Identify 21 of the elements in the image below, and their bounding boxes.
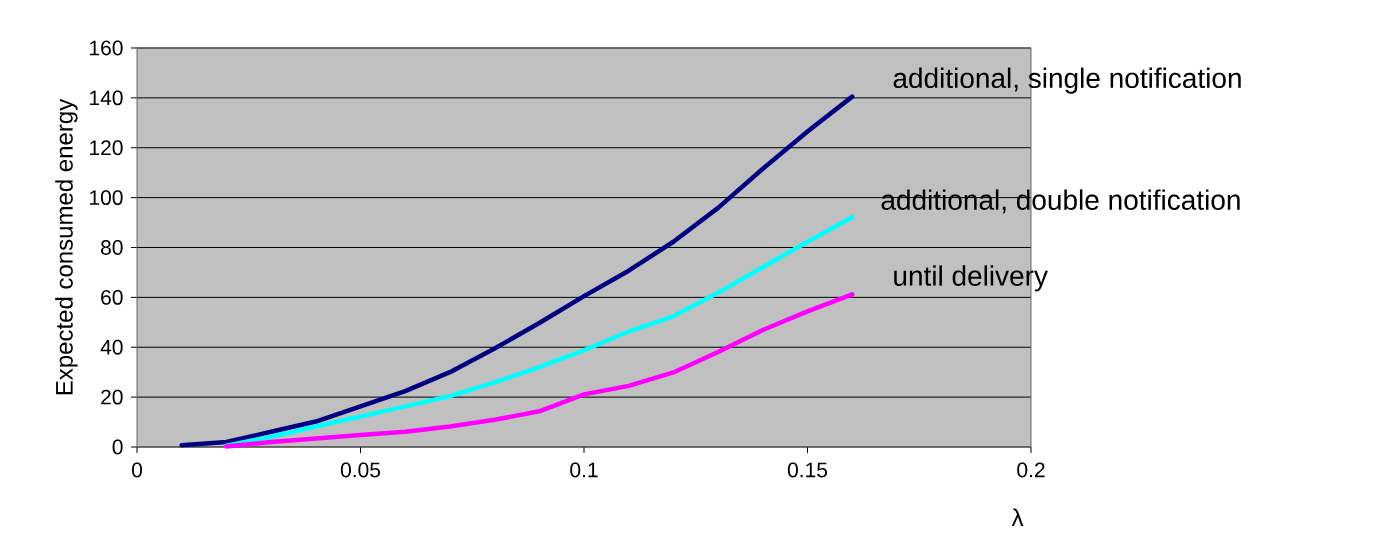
x-tick-label: 0 (131, 462, 143, 478)
y-tick-label: 80 (101, 240, 123, 255)
y-tick-label: 20 (101, 389, 123, 405)
y-tick-label: 160 (90, 40, 123, 56)
y-tick-label: 0 (112, 439, 123, 455)
x-tick-label: 0.1 (570, 462, 598, 478)
y-tick-label: 60 (101, 289, 123, 305)
y-tick-label: 120 (90, 140, 123, 156)
series-label: until delivery (894, 265, 1048, 292)
line-series (224, 292, 855, 449)
line-series (179, 94, 855, 448)
y-tick-label: 40 (100, 339, 123, 355)
x-tick-label: 0.15 (787, 462, 828, 478)
x-tick-label: 0.2 (1017, 462, 1045, 478)
y-axis-title: Expected consumed energy (55, 98, 78, 395)
line-series (224, 215, 855, 448)
series-label: additional, single notification (893, 67, 1241, 94)
x-axis-title: λ (1011, 508, 1024, 526)
x-tick-label: 0.05 (340, 462, 381, 478)
y-tick-label: 140 (90, 90, 123, 106)
y-tick-label: 100 (90, 190, 123, 206)
